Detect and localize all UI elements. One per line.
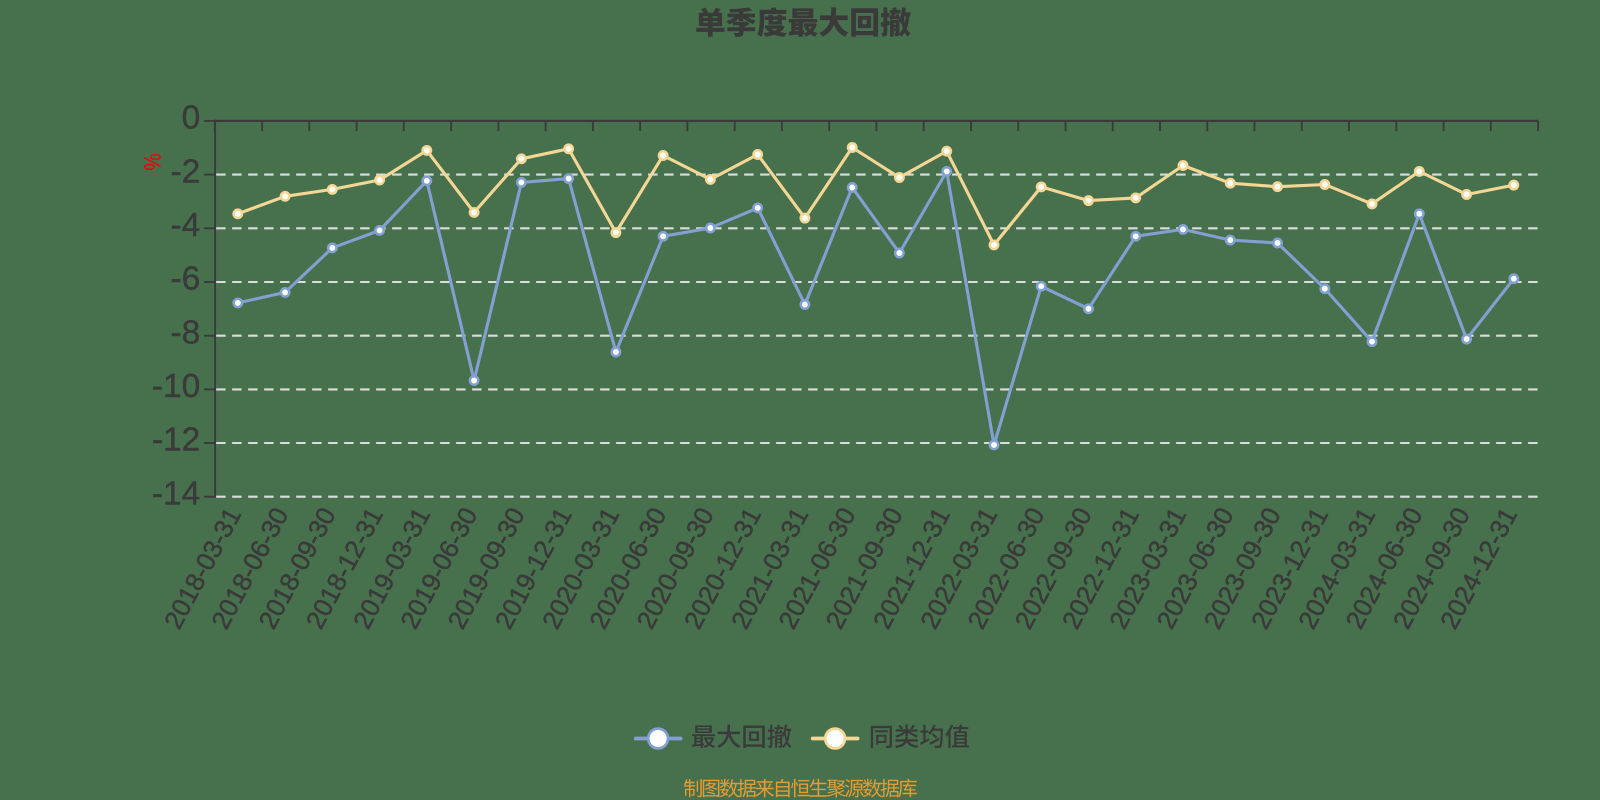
svg-text:-10: -10: [152, 368, 200, 405]
svg-text:-2: -2: [171, 153, 201, 190]
svg-text:-8: -8: [171, 314, 201, 351]
svg-text:-6: -6: [171, 261, 201, 298]
svg-text:%: %: [138, 153, 165, 170]
svg-text:-12: -12: [152, 422, 200, 459]
svg-text:0: 0: [182, 100, 201, 137]
svg-text:-4: -4: [171, 207, 201, 244]
svg-text:-14: -14: [152, 475, 200, 512]
